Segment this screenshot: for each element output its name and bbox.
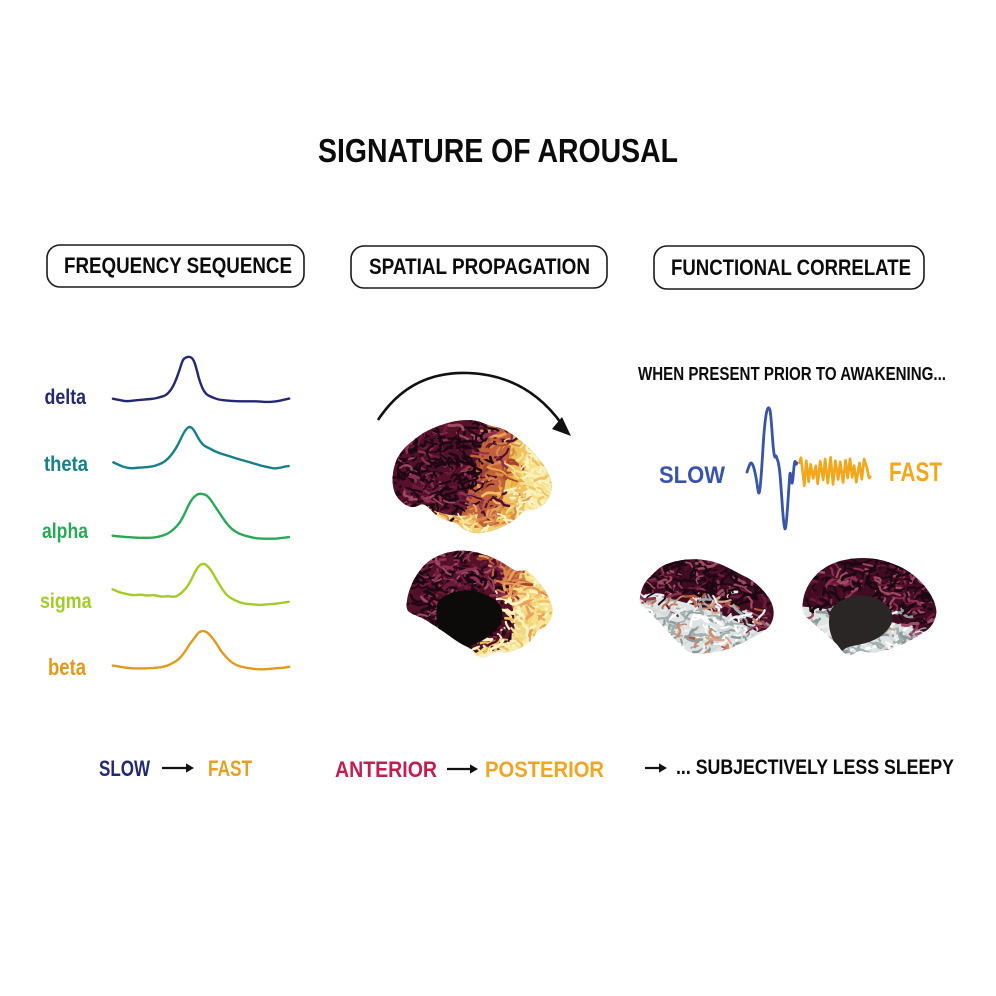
svg-text:ANTERIOR: ANTERIOR: [335, 757, 437, 782]
svg-text:sigma: sigma: [40, 590, 92, 613]
svg-text:POSTERIOR: POSTERIOR: [485, 757, 604, 782]
svg-text:FUNCTIONAL CORRELATE: FUNCTIONAL CORRELATE: [671, 255, 911, 280]
svg-text:... SUBJECTIVELY LESS SLEEPY: ... SUBJECTIVELY LESS SLEEPY: [676, 756, 954, 779]
svg-text:FREQUENCY SEQUENCE: FREQUENCY SEQUENCE: [64, 253, 292, 278]
svg-text:SIGNATURE OF AROUSAL: SIGNATURE OF AROUSAL: [318, 132, 678, 169]
svg-text:beta: beta: [48, 654, 86, 680]
svg-text:delta: delta: [45, 386, 87, 409]
svg-text:alpha: alpha: [42, 520, 88, 543]
svg-text:theta: theta: [44, 453, 88, 476]
svg-text:SLOW: SLOW: [99, 756, 150, 781]
svg-text:SPATIAL PROPAGATION: SPATIAL PROPAGATION: [369, 254, 590, 279]
svg-text:FAST: FAST: [889, 457, 942, 487]
svg-text:SLOW: SLOW: [659, 462, 725, 489]
svg-text:FAST: FAST: [208, 756, 252, 781]
svg-text:WHEN PRESENT PRIOR TO AWAKENIN: WHEN PRESENT PRIOR TO AWAKENING...: [638, 363, 946, 384]
